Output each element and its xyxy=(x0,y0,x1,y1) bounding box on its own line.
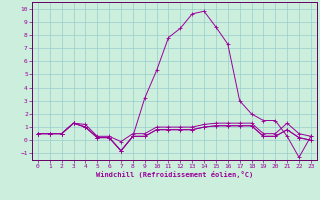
X-axis label: Windchill (Refroidissement éolien,°C): Windchill (Refroidissement éolien,°C) xyxy=(96,171,253,178)
